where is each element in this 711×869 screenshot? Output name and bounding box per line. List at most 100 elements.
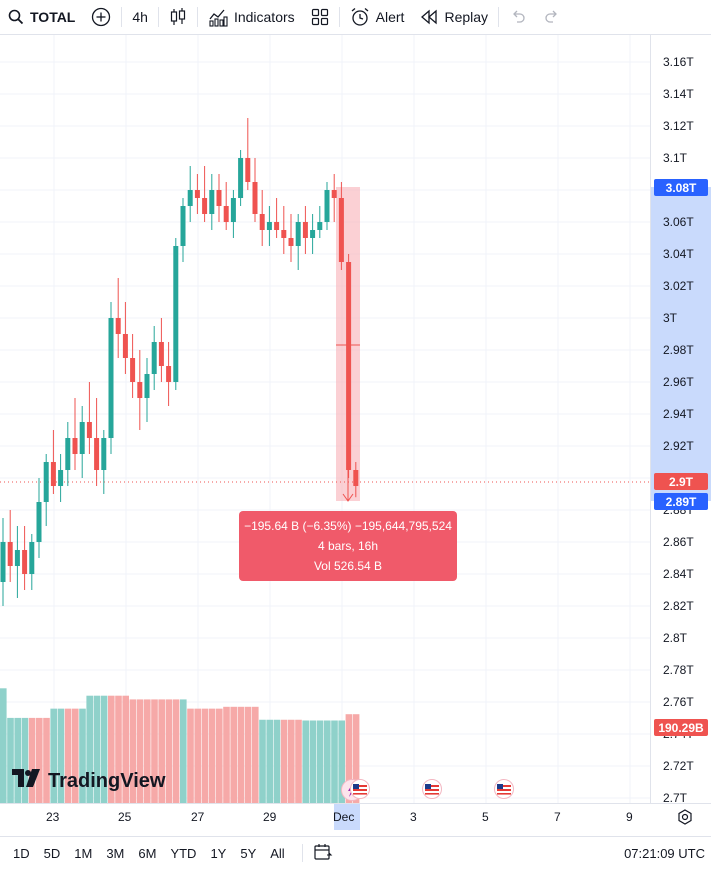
indicators-label: Indicators (233, 9, 295, 25)
candle-body (281, 230, 287, 238)
range-all[interactable]: All (270, 845, 285, 861)
volume-bar (129, 699, 137, 803)
candle-body (158, 342, 164, 366)
candle-body (259, 214, 265, 230)
price-tick: 3.02T (663, 279, 694, 293)
volume-bar (144, 699, 151, 803)
candle-body (151, 342, 157, 374)
calendar-icon[interactable] (313, 843, 333, 864)
candle-body (317, 222, 323, 230)
volume-bar (280, 719, 288, 803)
volume-bar (324, 720, 331, 803)
volume-bar (158, 699, 165, 803)
price-chart[interactable] (0, 35, 650, 803)
volume-bar (64, 708, 72, 803)
candle-body (230, 198, 236, 222)
indicators-icon (208, 7, 228, 27)
alarm-clock-icon (350, 7, 370, 27)
range-3m[interactable]: 3M (106, 845, 125, 861)
candle-body (266, 222, 272, 230)
time-tick: Dec (333, 810, 355, 824)
volume-bar (136, 699, 144, 803)
candle-body (180, 206, 186, 246)
candle-body (346, 262, 352, 470)
volume-bar (122, 695, 129, 803)
volume-bar (79, 708, 86, 803)
price-tick: 3.04T (663, 247, 694, 261)
volume-bar (309, 720, 317, 803)
us-flag-icon[interactable] (422, 779, 442, 799)
price-tick: 2.72T (663, 759, 694, 773)
alert-label: Alert (375, 9, 405, 25)
clock-time[interactable]: 07:21:09 UTC (624, 845, 705, 861)
volume-bar (7, 717, 14, 803)
price-tick: 3.1T (663, 151, 688, 165)
volume-bar (100, 695, 108, 803)
range-1y[interactable]: 1Y (210, 845, 227, 861)
candle-body (50, 462, 56, 486)
price-tick: 2.92T (663, 439, 694, 453)
volume-bar (93, 695, 101, 803)
redo-button[interactable] (535, 0, 569, 34)
candle-body (29, 542, 35, 574)
price-tick: 2.84T (663, 567, 694, 581)
measure-change: −195.64 B (−6.35%) −195,644,795,524 (244, 519, 452, 533)
symbol-search-button[interactable]: TOTAL (0, 0, 83, 34)
volume-bar (14, 717, 21, 803)
us-flag-icon[interactable] (494, 779, 514, 799)
volume-bar (252, 706, 259, 803)
bottom-bar: 1D 5D 1M 3M 6M YTD 1Y 5Y All 07:21:09 UT… (0, 836, 711, 869)
candle-body (252, 182, 258, 214)
measure-volume: Vol 526.54 B (313, 559, 383, 573)
chart-settings-icon[interactable] (677, 809, 693, 830)
candle-body (202, 198, 208, 214)
price-axis[interactable]: 3.16T 3.14T 3.12T 3.1T 3.08T 3.06T 3.04T 3.02T 3… (650, 35, 711, 805)
candles-icon (169, 7, 187, 27)
range-5d[interactable]: 5D (43, 845, 61, 861)
layouts-button[interactable] (303, 0, 337, 34)
volume-bar (216, 708, 223, 803)
alert-button[interactable]: Alert (342, 0, 413, 34)
undo-button[interactable] (501, 0, 535, 34)
candle-body (223, 206, 229, 222)
candle-body (14, 550, 20, 566)
rewind-icon (420, 9, 438, 25)
candle-body (115, 318, 121, 334)
measure-arrow-icon (342, 493, 354, 502)
compare-button[interactable] (83, 0, 119, 34)
symbol-name: TOTAL (30, 9, 76, 25)
range-ytd[interactable]: YTD (170, 845, 197, 861)
candle-body (238, 158, 244, 198)
candle-body (79, 422, 85, 454)
replay-button[interactable]: Replay (412, 0, 496, 34)
range-1d[interactable]: 1D (13, 845, 30, 861)
interval-button[interactable]: 4h (124, 0, 156, 34)
chart-type-button[interactable] (161, 0, 195, 34)
candle-body (22, 550, 28, 574)
volume-bar (43, 717, 50, 803)
candle-body (36, 502, 42, 542)
us-flag-icon[interactable] (350, 779, 370, 799)
price-tick: 2.98T (663, 343, 694, 357)
volume-bar (187, 708, 194, 803)
replay-label: Replay (444, 9, 489, 25)
candle-body (310, 230, 316, 238)
volume-bar (244, 706, 252, 803)
volume-bar (194, 708, 201, 803)
candle-body (302, 222, 308, 238)
toolbar-divider (121, 7, 123, 27)
range-1m[interactable]: 1M (74, 845, 93, 861)
current-price-tag: 2.9T (654, 473, 708, 490)
volume-bar (172, 699, 180, 803)
candle-body (295, 222, 301, 246)
range-6m[interactable]: 6M (138, 845, 157, 861)
time-axis[interactable]: 23 25 27 29 Dec 3 5 7 9 (0, 803, 711, 830)
range-5y[interactable]: 5Y (240, 845, 257, 861)
candle-body (108, 318, 114, 438)
volume-bar (316, 720, 324, 803)
time-tick: 3 (410, 810, 417, 824)
indicators-button[interactable]: Indicators (200, 0, 303, 34)
volume-tag: 190.29B (654, 719, 708, 736)
chart-grid (0, 35, 650, 803)
price-tick: 3.06T (663, 215, 694, 229)
